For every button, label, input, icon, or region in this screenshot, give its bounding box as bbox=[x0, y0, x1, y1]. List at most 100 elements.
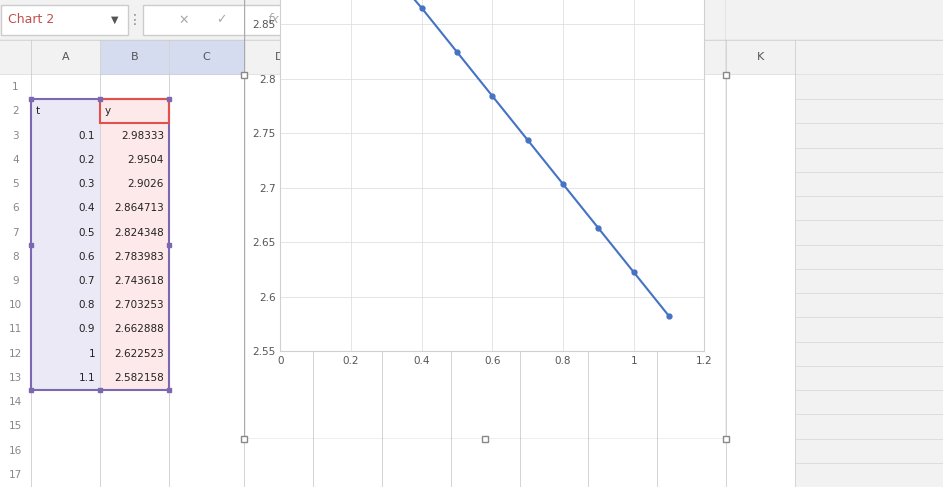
Bar bbox=[313, 196, 382, 221]
Bar bbox=[382, 269, 451, 293]
Bar bbox=[31, 99, 100, 124]
Bar bbox=[100, 366, 169, 390]
Bar bbox=[657, 293, 726, 318]
Bar bbox=[169, 244, 244, 269]
Bar bbox=[520, 99, 588, 124]
Bar bbox=[657, 244, 726, 269]
Bar bbox=[520, 124, 588, 148]
Bar bbox=[244, 196, 313, 221]
Text: 0.7: 0.7 bbox=[79, 276, 95, 286]
Text: 0.6: 0.6 bbox=[79, 252, 95, 262]
Bar bbox=[382, 172, 451, 196]
Bar bbox=[451, 172, 520, 196]
Bar bbox=[169, 221, 244, 244]
Bar bbox=[657, 221, 726, 244]
Bar bbox=[313, 172, 382, 196]
Bar bbox=[451, 341, 520, 366]
Bar bbox=[169, 196, 244, 221]
Bar bbox=[244, 269, 313, 293]
Text: 12: 12 bbox=[8, 349, 23, 359]
Bar bbox=[726, 148, 795, 172]
Bar bbox=[726, 390, 795, 414]
Bar bbox=[313, 414, 382, 438]
Bar bbox=[31, 318, 100, 341]
Bar bbox=[382, 75, 451, 99]
Bar bbox=[31, 148, 100, 172]
Bar bbox=[31, 99, 169, 390]
Bar bbox=[100, 463, 169, 487]
Bar bbox=[451, 75, 520, 99]
Text: K: K bbox=[757, 53, 764, 62]
Text: fx: fx bbox=[268, 14, 279, 26]
Bar bbox=[244, 221, 313, 244]
Text: y: y bbox=[105, 106, 110, 116]
Bar bbox=[588, 366, 657, 390]
Bar bbox=[451, 390, 520, 414]
Bar bbox=[31, 414, 100, 438]
Text: D: D bbox=[274, 53, 283, 62]
Bar bbox=[588, 124, 657, 148]
Bar bbox=[244, 318, 313, 341]
Bar bbox=[726, 269, 795, 293]
Bar bbox=[100, 390, 169, 414]
Text: 0.1: 0.1 bbox=[79, 131, 95, 141]
Text: 2.622523: 2.622523 bbox=[114, 349, 164, 359]
Bar bbox=[657, 172, 726, 196]
Text: 16: 16 bbox=[8, 446, 23, 456]
Text: 11: 11 bbox=[8, 324, 23, 335]
Bar bbox=[169, 269, 244, 293]
Bar bbox=[588, 75, 657, 99]
Text: 2.9504: 2.9504 bbox=[127, 155, 164, 165]
Bar bbox=[726, 99, 795, 124]
Text: 1: 1 bbox=[89, 349, 95, 359]
Text: 0.5: 0.5 bbox=[79, 227, 95, 238]
Text: ✕: ✕ bbox=[178, 14, 190, 26]
Bar bbox=[588, 148, 657, 172]
Text: 2.743618: 2.743618 bbox=[114, 276, 164, 286]
Bar bbox=[588, 390, 657, 414]
Text: 2.662888: 2.662888 bbox=[114, 324, 164, 335]
Bar bbox=[169, 124, 244, 148]
Bar bbox=[31, 75, 100, 99]
Bar bbox=[244, 293, 313, 318]
Text: 2.703253: 2.703253 bbox=[114, 300, 164, 310]
Bar bbox=[657, 366, 726, 390]
Bar bbox=[726, 318, 795, 341]
Bar bbox=[244, 390, 313, 414]
Bar bbox=[169, 414, 244, 438]
Bar bbox=[0, 438, 31, 463]
Bar bbox=[726, 293, 795, 318]
Bar bbox=[313, 75, 382, 99]
Bar bbox=[244, 463, 313, 487]
Bar bbox=[382, 414, 451, 438]
Bar bbox=[451, 148, 520, 172]
Text: 6: 6 bbox=[12, 203, 19, 213]
Bar bbox=[451, 318, 520, 341]
Text: 2.864713: 2.864713 bbox=[114, 203, 164, 213]
Bar bbox=[657, 341, 726, 366]
Bar bbox=[313, 463, 382, 487]
Bar bbox=[31, 221, 100, 244]
Bar bbox=[520, 172, 588, 196]
Text: 0.2: 0.2 bbox=[79, 155, 95, 165]
Bar bbox=[313, 438, 382, 463]
Text: ▼: ▼ bbox=[111, 15, 119, 25]
Bar bbox=[31, 244, 100, 269]
Bar bbox=[0, 221, 31, 244]
Bar bbox=[657, 269, 726, 293]
Bar bbox=[520, 318, 588, 341]
Bar bbox=[657, 75, 726, 99]
Bar bbox=[382, 196, 451, 221]
Text: 7: 7 bbox=[12, 227, 19, 238]
Bar bbox=[169, 75, 244, 99]
Text: I: I bbox=[621, 53, 624, 62]
Bar bbox=[382, 99, 451, 124]
Bar bbox=[313, 221, 382, 244]
Bar bbox=[244, 414, 313, 438]
Bar bbox=[0, 414, 31, 438]
Bar bbox=[31, 293, 100, 318]
Text: J: J bbox=[690, 53, 693, 62]
Bar bbox=[169, 293, 244, 318]
Bar bbox=[169, 390, 244, 414]
Bar bbox=[313, 341, 382, 366]
